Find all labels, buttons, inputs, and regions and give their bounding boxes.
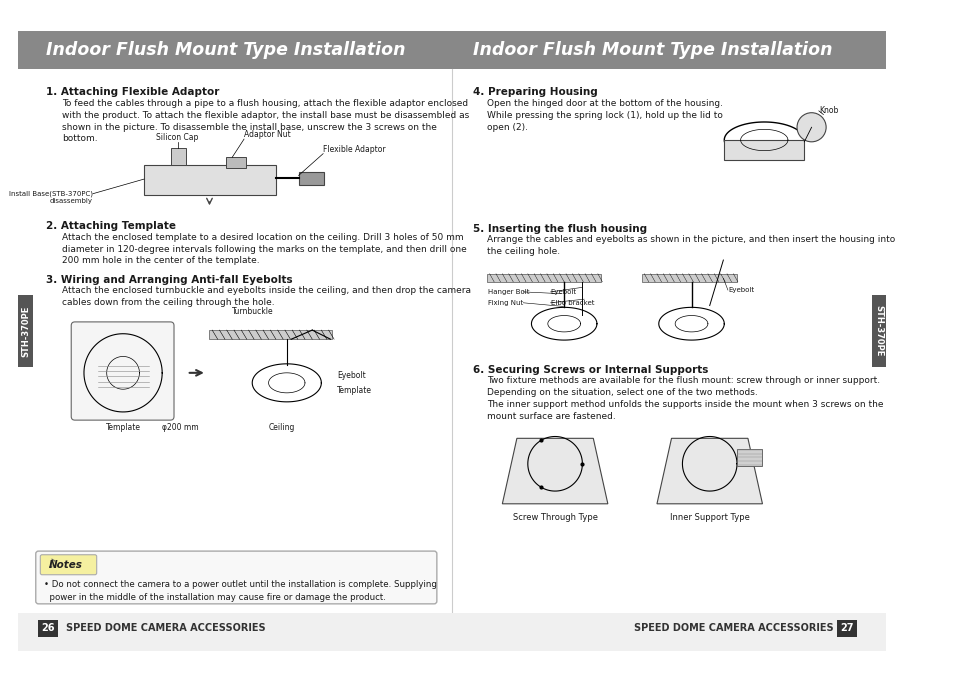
- Bar: [18, 31, 885, 69]
- Polygon shape: [657, 439, 761, 504]
- Text: SPEED DOME CAMERA ACCESSORIES: SPEED DOME CAMERA ACCESSORIES: [633, 623, 833, 634]
- Text: 27: 27: [840, 623, 853, 634]
- Text: 6. Securing Screws or Internal Supports: 6. Securing Screws or Internal Supports: [473, 365, 708, 374]
- Bar: [723, 140, 803, 160]
- Text: Silicon Cap: Silicon Cap: [156, 133, 198, 142]
- Text: 3. Wiring and Arranging Anti-fall Eyebolts: 3. Wiring and Arranging Anti-fall Eyebol…: [46, 275, 292, 284]
- Bar: [172, 148, 186, 164]
- Text: Adaptor Nut: Adaptor Nut: [244, 130, 291, 139]
- Text: 2. Attaching Template: 2. Attaching Template: [46, 221, 175, 231]
- FancyBboxPatch shape: [40, 554, 96, 575]
- Text: Attach the enclosed template to a desired location on the ceiling. Drill 3 holes: Attach the enclosed template to a desire…: [62, 233, 466, 265]
- Text: Attach the enclosed turnbuckle and eyebolts inside the ceiling, and then drop th: Attach the enclosed turnbuckle and eyebo…: [62, 286, 471, 307]
- Text: STH-370PE: STH-370PE: [874, 306, 882, 357]
- Text: Install Base(STB-370PC)
disassembly: Install Base(STB-370PC) disassembly: [9, 190, 93, 204]
- Polygon shape: [502, 439, 607, 504]
- Bar: [226, 158, 246, 168]
- Text: Hanger Bolt: Hanger Bolt: [487, 289, 529, 295]
- Text: Inner Support Type: Inner Support Type: [669, 513, 749, 522]
- Bar: [18, 613, 885, 651]
- Text: Ceiling: Ceiling: [269, 423, 295, 432]
- FancyBboxPatch shape: [71, 322, 173, 420]
- Text: Template: Template: [106, 423, 140, 432]
- Bar: [486, 273, 600, 282]
- Bar: [836, 620, 856, 636]
- Text: φ200 mm: φ200 mm: [162, 423, 198, 432]
- Bar: [210, 330, 332, 339]
- Text: 4. Preparing Housing: 4. Preparing Housing: [473, 87, 598, 98]
- Text: ♪: ♪: [48, 559, 55, 572]
- Text: • Do not connect the camera to a power outlet until the installation is complete: • Do not connect the camera to a power o…: [44, 580, 436, 602]
- Text: Fixing Nut: Fixing Nut: [487, 300, 522, 306]
- Bar: [18, 295, 33, 368]
- Text: Template: Template: [336, 385, 372, 395]
- Text: Eyebolt: Eyebolt: [336, 371, 365, 380]
- Text: Screw Through Type: Screw Through Type: [512, 513, 597, 522]
- Text: Knob: Knob: [818, 106, 838, 115]
- Text: Indoor Flush Mount Type Installation: Indoor Flush Mount Type Installation: [46, 41, 405, 59]
- FancyBboxPatch shape: [35, 551, 436, 604]
- Bar: [38, 620, 58, 636]
- Text: Notes: Notes: [49, 560, 83, 569]
- Text: Open the hinged door at the bottom of the housing.
While pressing the spring loc: Open the hinged door at the bottom of th…: [486, 99, 722, 132]
- Bar: [640, 273, 737, 282]
- Text: Eyebolt: Eyebolt: [727, 287, 753, 293]
- Text: 1. Attaching Flexible Adaptor: 1. Attaching Flexible Adaptor: [46, 87, 219, 98]
- Bar: [737, 449, 761, 466]
- Text: 5. Inserting the flush housing: 5. Inserting the flush housing: [473, 224, 647, 234]
- Text: To feed the cables through a pipe to a flush housing, attach the flexible adapto: To feed the cables through a pipe to a f…: [62, 99, 469, 143]
- Circle shape: [796, 113, 825, 142]
- Text: Indoor Flush Mount Type Installation: Indoor Flush Mount Type Installation: [473, 41, 832, 59]
- Text: Turnbuckle: Turnbuckle: [233, 308, 274, 316]
- Text: Arrange the cables and eyebolts as shown in the picture, and then insert the hou: Arrange the cables and eyebolts as shown…: [486, 235, 894, 256]
- Text: Flexible Adaptor: Flexible Adaptor: [323, 145, 385, 153]
- Text: Elbo bracket: Elbo bracket: [550, 300, 594, 306]
- Text: Eyebolt: Eyebolt: [550, 289, 576, 295]
- Text: Two fixture methods are available for the flush mount: screw through or inner su: Two fixture methods are available for th…: [486, 376, 882, 421]
- Text: SPEED DOME CAMERA ACCESSORIES: SPEED DOME CAMERA ACCESSORIES: [66, 623, 265, 634]
- Text: STH-370PE: STH-370PE: [21, 306, 30, 357]
- Text: 26: 26: [42, 623, 55, 634]
- Bar: [144, 164, 275, 194]
- Bar: [298, 172, 324, 185]
- Bar: [871, 295, 885, 368]
